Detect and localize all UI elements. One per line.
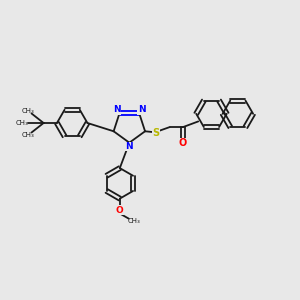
Text: CH₃: CH₃ [21,108,34,114]
Text: CH₃: CH₃ [128,218,141,224]
Text: S: S [153,128,160,138]
Text: CH₃: CH₃ [21,132,34,138]
Text: N: N [113,105,121,114]
Text: CH₃: CH₃ [16,120,28,126]
Text: O: O [116,206,124,214]
Text: N: N [125,142,133,151]
Text: O: O [179,138,187,148]
Text: N: N [138,105,146,114]
